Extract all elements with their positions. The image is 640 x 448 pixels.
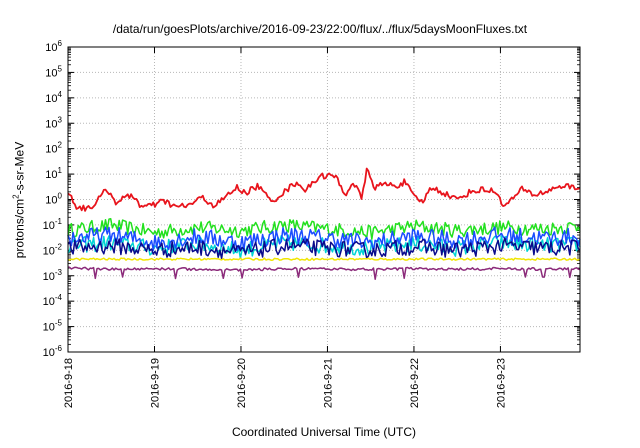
series-line <box>67 234 581 259</box>
series-line <box>67 237 581 260</box>
x-tick-label: 2016-9-18 <box>63 358 75 408</box>
y-tick-label: 105 <box>45 64 62 79</box>
plot-frame <box>67 46 581 353</box>
series-line <box>67 167 581 212</box>
y-tick-label: 101 <box>45 166 62 181</box>
x-tick-label: 2016-9-23 <box>495 358 507 408</box>
y-tick-label: 10-3 <box>43 268 63 283</box>
series-line <box>67 257 581 261</box>
series-line <box>67 266 581 281</box>
x-tick-label: 2016-9-22 <box>409 358 421 408</box>
y-axis-label: protons/cm2-s-sr-MeV <box>12 142 27 258</box>
y-tick-label: 104 <box>45 90 62 105</box>
x-tick-label: 2016-9-19 <box>149 358 161 408</box>
x-axis-label: Coordinated Universal Time (UTC) <box>231 425 417 439</box>
y-axis-label-post: -s-sr-MeV <box>12 141 27 195</box>
y-tick-label: 10-2 <box>43 242 63 257</box>
x-tick-label: 2016-9-20 <box>236 358 248 408</box>
x-tick-label: 2016-9-21 <box>322 358 334 408</box>
y-tick-label: 10-6 <box>43 344 63 359</box>
y-axis-label-sup: 2 <box>11 194 21 199</box>
y-tick-label: 100 <box>45 192 62 207</box>
y-tick-label: 103 <box>45 115 62 130</box>
y-tick-label: 10-1 <box>43 217 63 232</box>
chart-title: /data/run/goesPlots/archive/2016-09-23/2… <box>112 22 528 36</box>
y-axis-label-pre: protons/cm <box>12 198 27 259</box>
y-tick-label: 10-4 <box>43 293 63 308</box>
y-tick-label: 102 <box>45 141 62 156</box>
y-tick-label: 10-5 <box>43 319 63 334</box>
y-tick-label: 106 <box>45 39 62 54</box>
